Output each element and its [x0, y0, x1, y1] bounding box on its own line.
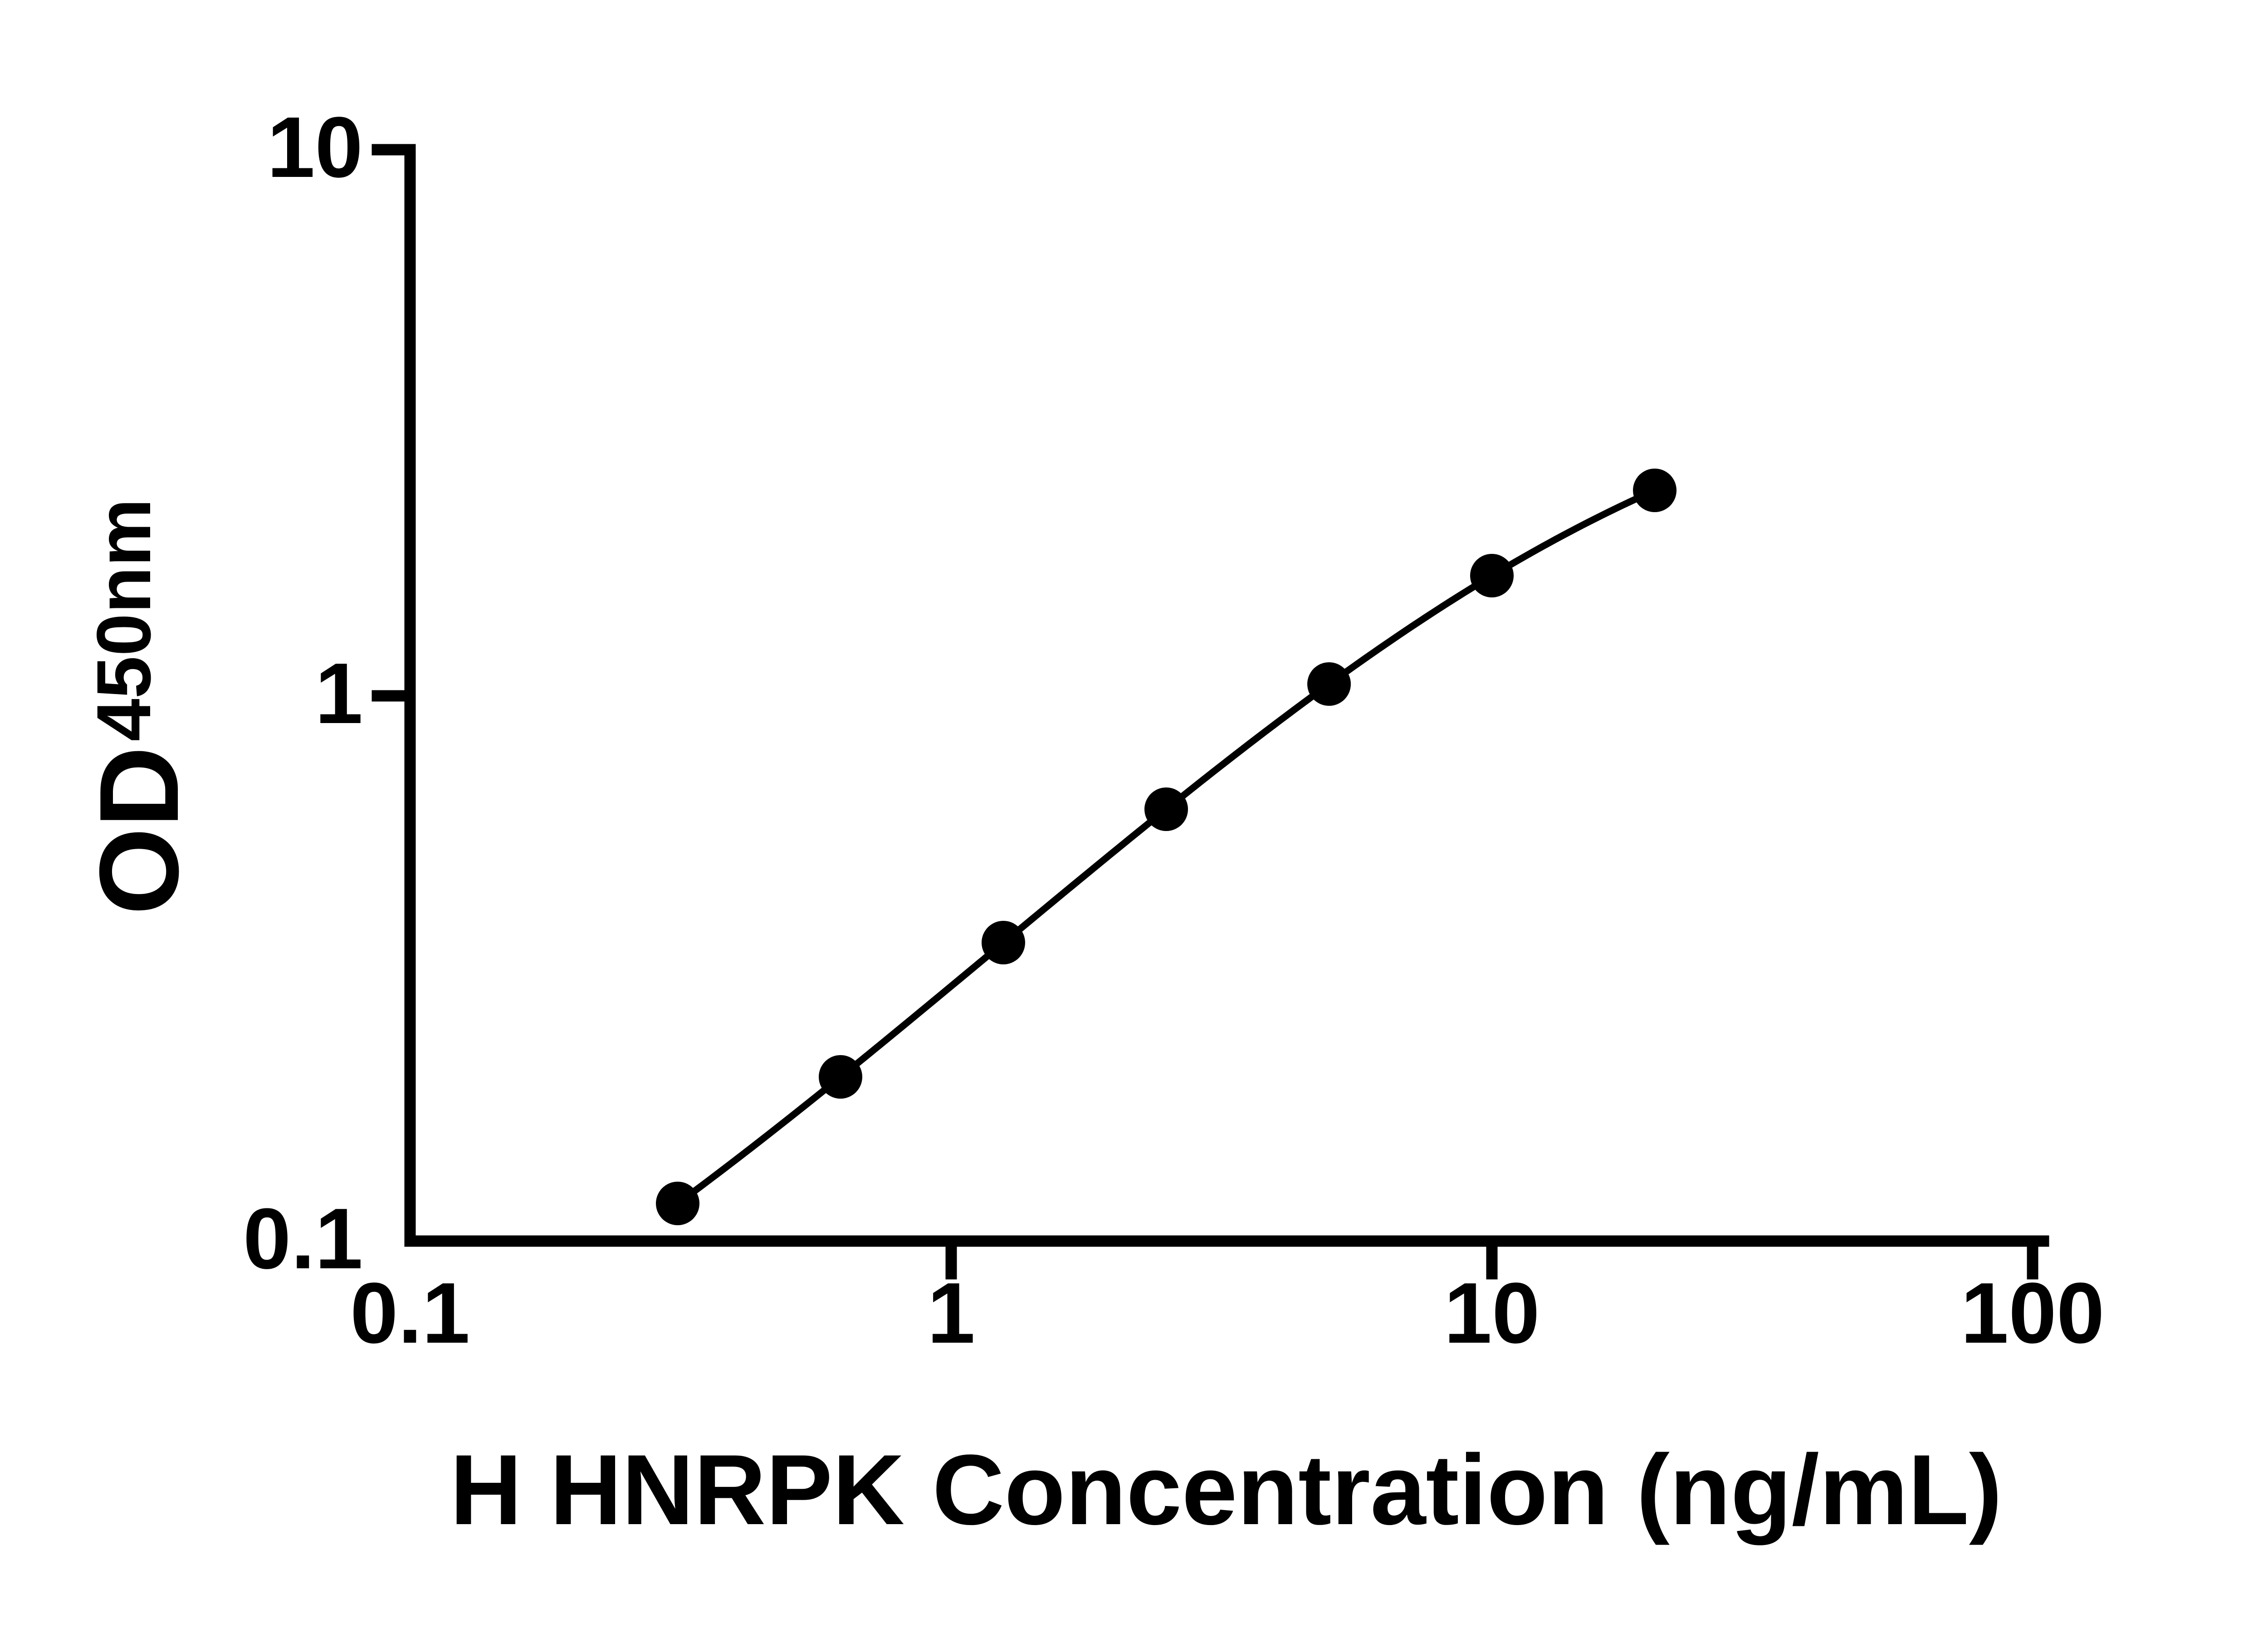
svg-text:H HNRPK Concentration (ng/mL): H HNRPK Concentration (ng/mL) [450, 1434, 2002, 1545]
svg-text:1: 1 [927, 1265, 975, 1361]
svg-text:0.1: 0.1 [243, 1191, 363, 1287]
svg-text:10: 10 [1444, 1265, 1540, 1361]
svg-text:0.1: 0.1 [350, 1265, 470, 1361]
svg-text:100: 100 [1960, 1265, 2104, 1361]
svg-text:1: 1 [315, 645, 363, 742]
svg-text:10: 10 [267, 99, 363, 196]
